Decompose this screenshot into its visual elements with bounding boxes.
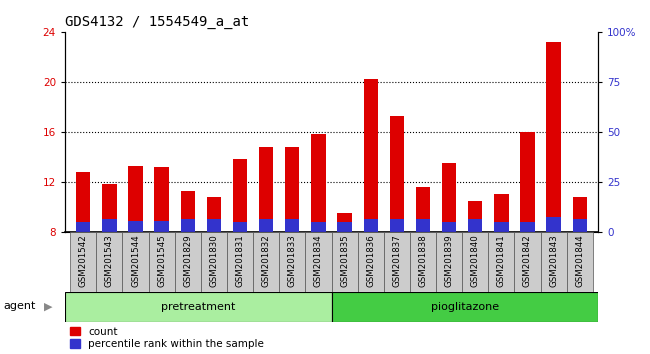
Bar [122, 232, 149, 292]
Bar [155, 167, 169, 232]
Bar [358, 232, 384, 292]
Text: GSM201829: GSM201829 [183, 234, 192, 287]
Bar [76, 172, 90, 232]
Bar [363, 219, 378, 232]
Text: GSM201834: GSM201834 [314, 234, 323, 287]
Bar [128, 221, 143, 232]
Bar [96, 232, 122, 292]
Bar [442, 222, 456, 232]
Text: GSM201841: GSM201841 [497, 234, 506, 287]
Bar [416, 219, 430, 232]
Bar [389, 116, 404, 232]
Bar [285, 219, 300, 232]
Bar [494, 194, 508, 232]
Text: GSM201542: GSM201542 [79, 234, 88, 287]
Bar [520, 222, 535, 232]
Text: pretreatment: pretreatment [161, 302, 235, 312]
Bar [573, 219, 587, 232]
Bar [567, 232, 593, 292]
Bar [573, 197, 587, 232]
Bar [436, 232, 462, 292]
Bar [541, 232, 567, 292]
Text: GSM201831: GSM201831 [235, 234, 244, 287]
Bar [233, 159, 247, 232]
Bar [494, 222, 508, 232]
Bar [389, 219, 404, 232]
Bar [462, 232, 488, 292]
Bar [285, 147, 300, 232]
Bar [207, 219, 221, 232]
Legend: count, percentile rank within the sample: count, percentile rank within the sample [70, 327, 264, 349]
Bar [468, 219, 482, 232]
Text: pioglitazone: pioglitazone [431, 302, 499, 312]
Bar [520, 132, 535, 232]
Bar [149, 232, 175, 292]
Bar [207, 197, 221, 232]
Bar [306, 232, 332, 292]
Text: GSM201833: GSM201833 [288, 234, 297, 287]
Bar [259, 147, 274, 232]
Text: GSM201543: GSM201543 [105, 234, 114, 287]
Bar [416, 187, 430, 232]
Text: GSM201842: GSM201842 [523, 234, 532, 287]
Bar [280, 232, 306, 292]
Bar [468, 201, 482, 232]
Bar [337, 222, 352, 232]
Text: GSM201843: GSM201843 [549, 234, 558, 287]
Bar [488, 232, 514, 292]
Bar [410, 232, 436, 292]
Text: GSM201840: GSM201840 [471, 234, 480, 287]
Text: GSM201835: GSM201835 [340, 234, 349, 287]
Bar [332, 232, 358, 292]
Bar [181, 190, 195, 232]
Bar [547, 217, 561, 232]
Bar [227, 232, 253, 292]
Bar [102, 184, 116, 232]
Bar [311, 135, 326, 232]
Bar [233, 222, 247, 232]
Text: GSM201544: GSM201544 [131, 234, 140, 287]
Text: GSM201836: GSM201836 [366, 234, 375, 287]
Text: GSM201830: GSM201830 [209, 234, 218, 287]
Text: GSM201545: GSM201545 [157, 234, 166, 287]
Bar [337, 213, 352, 232]
Bar [363, 79, 378, 232]
Bar [76, 222, 90, 232]
Text: GSM201837: GSM201837 [393, 234, 401, 287]
Bar [259, 219, 274, 232]
Bar [547, 42, 561, 232]
Bar [70, 232, 96, 292]
Bar [514, 232, 541, 292]
Bar [65, 292, 332, 322]
Text: ▶: ▶ [44, 301, 53, 311]
Bar [201, 232, 227, 292]
Text: agent: agent [3, 301, 36, 311]
Bar [175, 232, 201, 292]
Text: GSM201838: GSM201838 [419, 234, 428, 287]
Bar [442, 163, 456, 232]
Bar [332, 292, 598, 322]
Text: GSM201832: GSM201832 [262, 234, 270, 287]
Text: GSM201844: GSM201844 [575, 234, 584, 287]
Bar [384, 232, 410, 292]
Bar [181, 219, 195, 232]
Bar [155, 221, 169, 232]
Text: GDS4132 / 1554549_a_at: GDS4132 / 1554549_a_at [65, 16, 249, 29]
Bar [311, 222, 326, 232]
Bar [128, 166, 143, 232]
Bar [102, 219, 116, 232]
Text: GSM201839: GSM201839 [445, 234, 454, 287]
Bar [253, 232, 280, 292]
